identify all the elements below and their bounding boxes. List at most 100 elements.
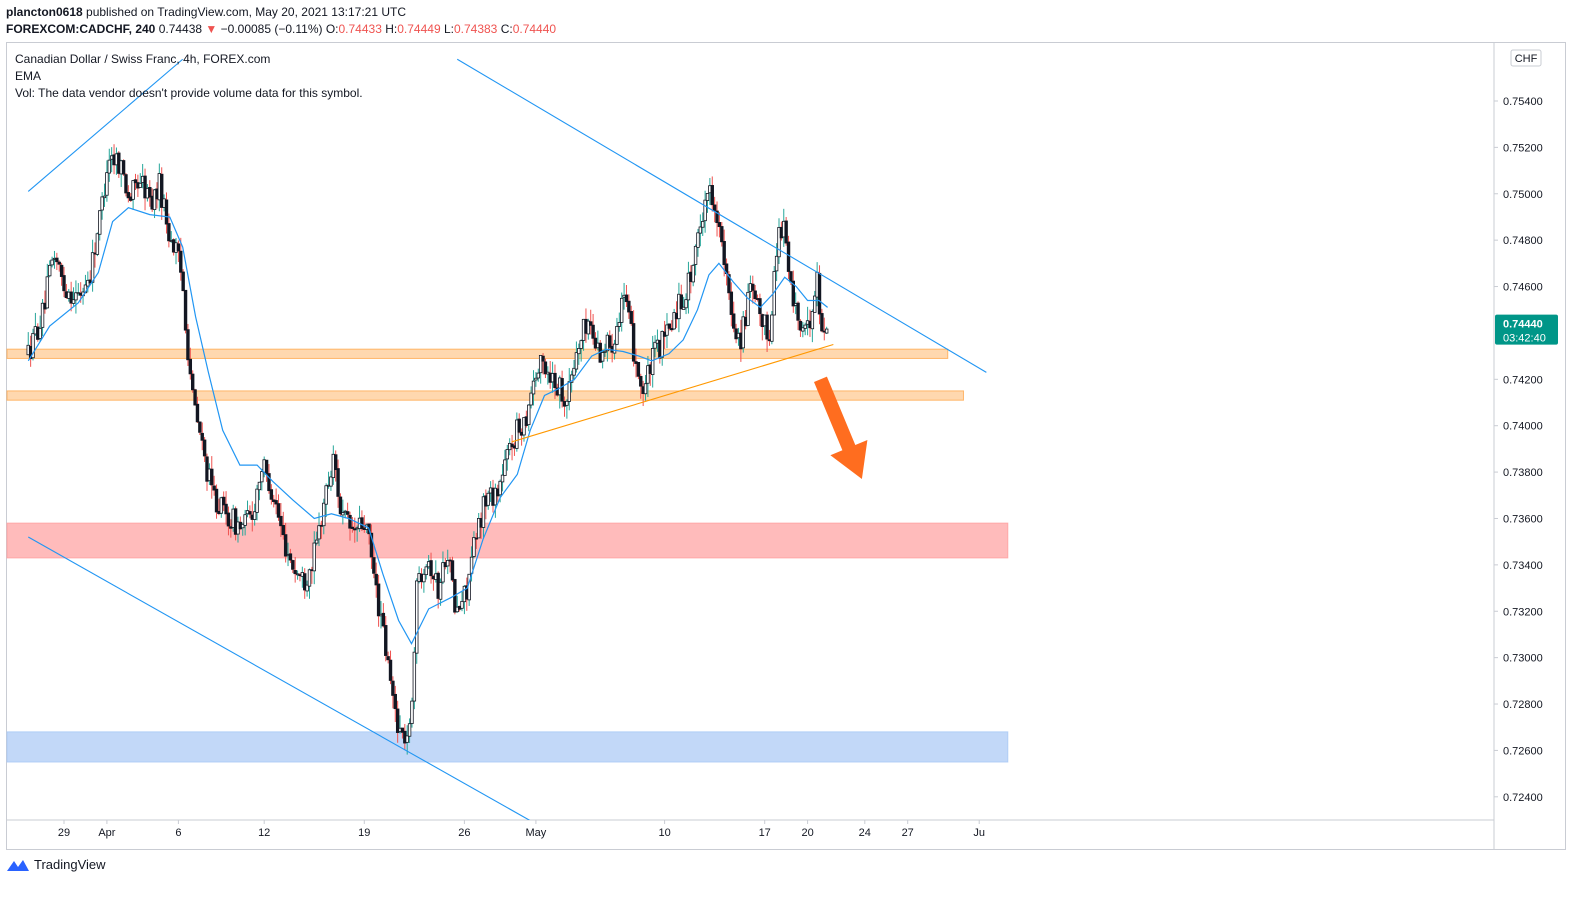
candle-down (214, 488, 219, 513)
channel-lower[interactable] (27, 536, 537, 825)
candle-up (529, 392, 533, 406)
channel-upper-right[interactable] (456, 58, 987, 373)
candle-up (643, 383, 648, 395)
candle-up (40, 302, 45, 328)
candle-up (565, 400, 569, 406)
candle-up (617, 322, 622, 327)
currency-button[interactable] (1510, 49, 1542, 67)
ema-legend[interactable]: EMA (15, 69, 42, 83)
candle-down (474, 537, 479, 540)
y-tick-label: 0.73000 (1503, 653, 1543, 665)
candle-up (324, 485, 328, 505)
channel-upper-left[interactable] (27, 58, 184, 192)
x-tick-label: 10 (658, 827, 670, 839)
candle-up (48, 264, 52, 277)
candle-down (126, 192, 131, 199)
candle-down (124, 174, 128, 194)
candle-up (527, 404, 531, 426)
candle-down (212, 485, 216, 491)
candle-down (291, 560, 295, 570)
candle-down (510, 443, 514, 448)
candle-down (160, 173, 164, 208)
candle-up (813, 295, 817, 313)
candle-up (696, 232, 700, 248)
candle-down (722, 241, 726, 266)
candle-down (176, 243, 181, 252)
candle-up (777, 227, 781, 258)
x-tick-label: 24 (859, 827, 871, 839)
candle-down (429, 560, 433, 577)
supply-zone[interactable] (6, 522, 1009, 559)
candle-down (288, 553, 293, 561)
candle-down (720, 226, 724, 243)
resistance-zone-lower[interactable] (6, 390, 964, 401)
candle-down (69, 291, 73, 304)
candle-down (264, 459, 269, 475)
candle-down (627, 300, 631, 313)
candle-up (422, 573, 426, 583)
candle-down (269, 489, 274, 500)
candle-up (531, 380, 536, 395)
candle-down (393, 693, 397, 710)
candle-up (322, 502, 326, 527)
candle-up (515, 419, 519, 449)
symbol-name: FOREXCOM:CADCHF, 240 (6, 22, 156, 36)
candle-up (257, 481, 262, 491)
x-tick-label: May (526, 827, 547, 839)
y-tick-label: 0.75000 (1503, 189, 1543, 201)
candle-down (62, 275, 66, 292)
candle-up (255, 488, 259, 513)
resistance-zone-upper[interactable] (6, 348, 949, 359)
footer-brand[interactable]: TradingView (6, 857, 106, 872)
candle-down (338, 496, 343, 515)
symbol-info: FOREXCOM:CADCHF, 240 0.74438 ▼ −0.00085 … (6, 22, 556, 36)
candle-up (415, 580, 419, 654)
candle-up (493, 487, 498, 506)
x-tick-label: 29 (58, 827, 70, 839)
candle-up (486, 492, 490, 506)
candle-down (353, 528, 357, 531)
open-label: O: (322, 22, 339, 36)
candle-down (629, 311, 633, 324)
candle-up (460, 600, 464, 609)
candle-down (143, 175, 147, 199)
candle-up (152, 189, 157, 211)
ema-line[interactable] (27, 207, 828, 645)
candle-down (517, 418, 521, 433)
candle-up (567, 381, 571, 402)
candle-up (505, 449, 509, 460)
candle-up (407, 723, 412, 737)
open-value: 0.74433 (338, 22, 382, 36)
candle-down (345, 511, 350, 515)
candle-down (350, 526, 355, 529)
projection-arrow[interactable] (814, 376, 868, 479)
candle-down (796, 302, 800, 321)
candle-down (59, 264, 64, 277)
candle-down (710, 185, 714, 206)
candle-down (376, 583, 381, 617)
low-value: 0.74383 (453, 22, 498, 36)
y-tick-label: 0.74600 (1503, 282, 1543, 294)
support-trendline[interactable] (511, 343, 834, 443)
candle-up (100, 196, 104, 211)
chart-title: Canadian Dollar / Swiss Franc, 4h, FOREX… (15, 52, 271, 66)
candle-up (693, 245, 698, 265)
candle-down (221, 496, 226, 506)
candle-up (50, 259, 54, 266)
candle-up (536, 372, 540, 379)
candle-down (753, 290, 757, 300)
candle-up (31, 333, 35, 359)
candle-down (553, 372, 557, 389)
candle-up (684, 299, 688, 309)
candle-up (107, 159, 111, 174)
candle-down (624, 294, 629, 303)
demand-zone[interactable] (6, 731, 1009, 763)
author-name[interactable]: plancton0618 (6, 5, 83, 19)
candle-down (667, 323, 672, 329)
candle-down (293, 570, 297, 575)
candle-down (388, 659, 393, 681)
candle-down (283, 534, 288, 557)
candle-down (450, 560, 455, 581)
candle-down (181, 271, 185, 292)
